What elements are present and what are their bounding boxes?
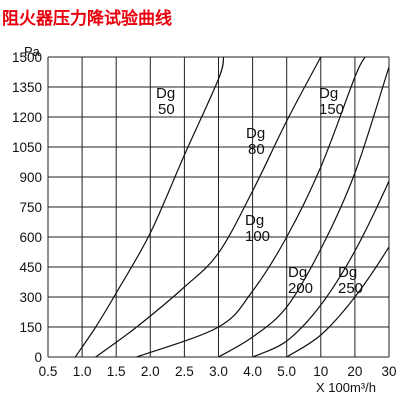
y-tick-label: 150 [19,320,42,335]
series-label: 150 [319,101,344,118]
x-tick-label: 5.0 [277,364,296,379]
series-label: 50 [158,101,175,118]
y-tick-label: 1350 [12,80,42,95]
x-tick-label: 2.5 [175,364,194,379]
curve-dg-250 [286,245,389,357]
x-axis-label: X 100m³/h [316,380,376,395]
x-tick-label: 20 [347,364,362,379]
series-label: 80 [248,141,265,158]
x-tick-label: 1.5 [107,364,126,379]
series-label: Dg [338,264,357,281]
chart-title: 阻火器压力降试验曲线 [2,9,172,29]
x-tick-label: 30 [381,364,396,379]
y-tick-label: 900 [19,170,42,185]
curve-dg-200 [252,179,389,357]
series-label: Dg [319,85,338,102]
grid [47,56,390,358]
curve-dg-80 [95,56,322,357]
y-tick-label: 1050 [12,140,42,155]
y-tick-label: 600 [19,230,42,245]
series-label: Dg [288,264,307,281]
y-axis-label: Pa [24,44,41,59]
series-label: Dg [246,125,265,142]
curve-dg-50 [74,56,225,357]
series-label: Dg [245,212,264,229]
series-label: 100 [245,228,270,245]
curve-dg-150 [218,65,389,357]
y-tick-label: 300 [19,290,42,305]
series-label: 200 [288,280,313,297]
y-tick-label: 450 [19,260,42,275]
x-tick-label: 0.5 [39,364,58,379]
x-tick-label: 3.0 [209,364,228,379]
x-tick-label: 10 [313,364,328,379]
y-tick-label: 1200 [12,110,42,125]
curve-dg-100 [136,56,366,357]
x-tick-label: 1.0 [73,364,92,379]
y-tick-label: 750 [19,200,42,215]
y-tick-label: 1500 [12,50,42,65]
curves [74,56,389,357]
series-label: Dg [156,85,175,102]
x-tick-label: 2.0 [141,364,160,379]
series-label: 250 [338,280,363,297]
x-tick-label: 4.0 [243,364,262,379]
y-tick-label: 0 [34,350,42,365]
